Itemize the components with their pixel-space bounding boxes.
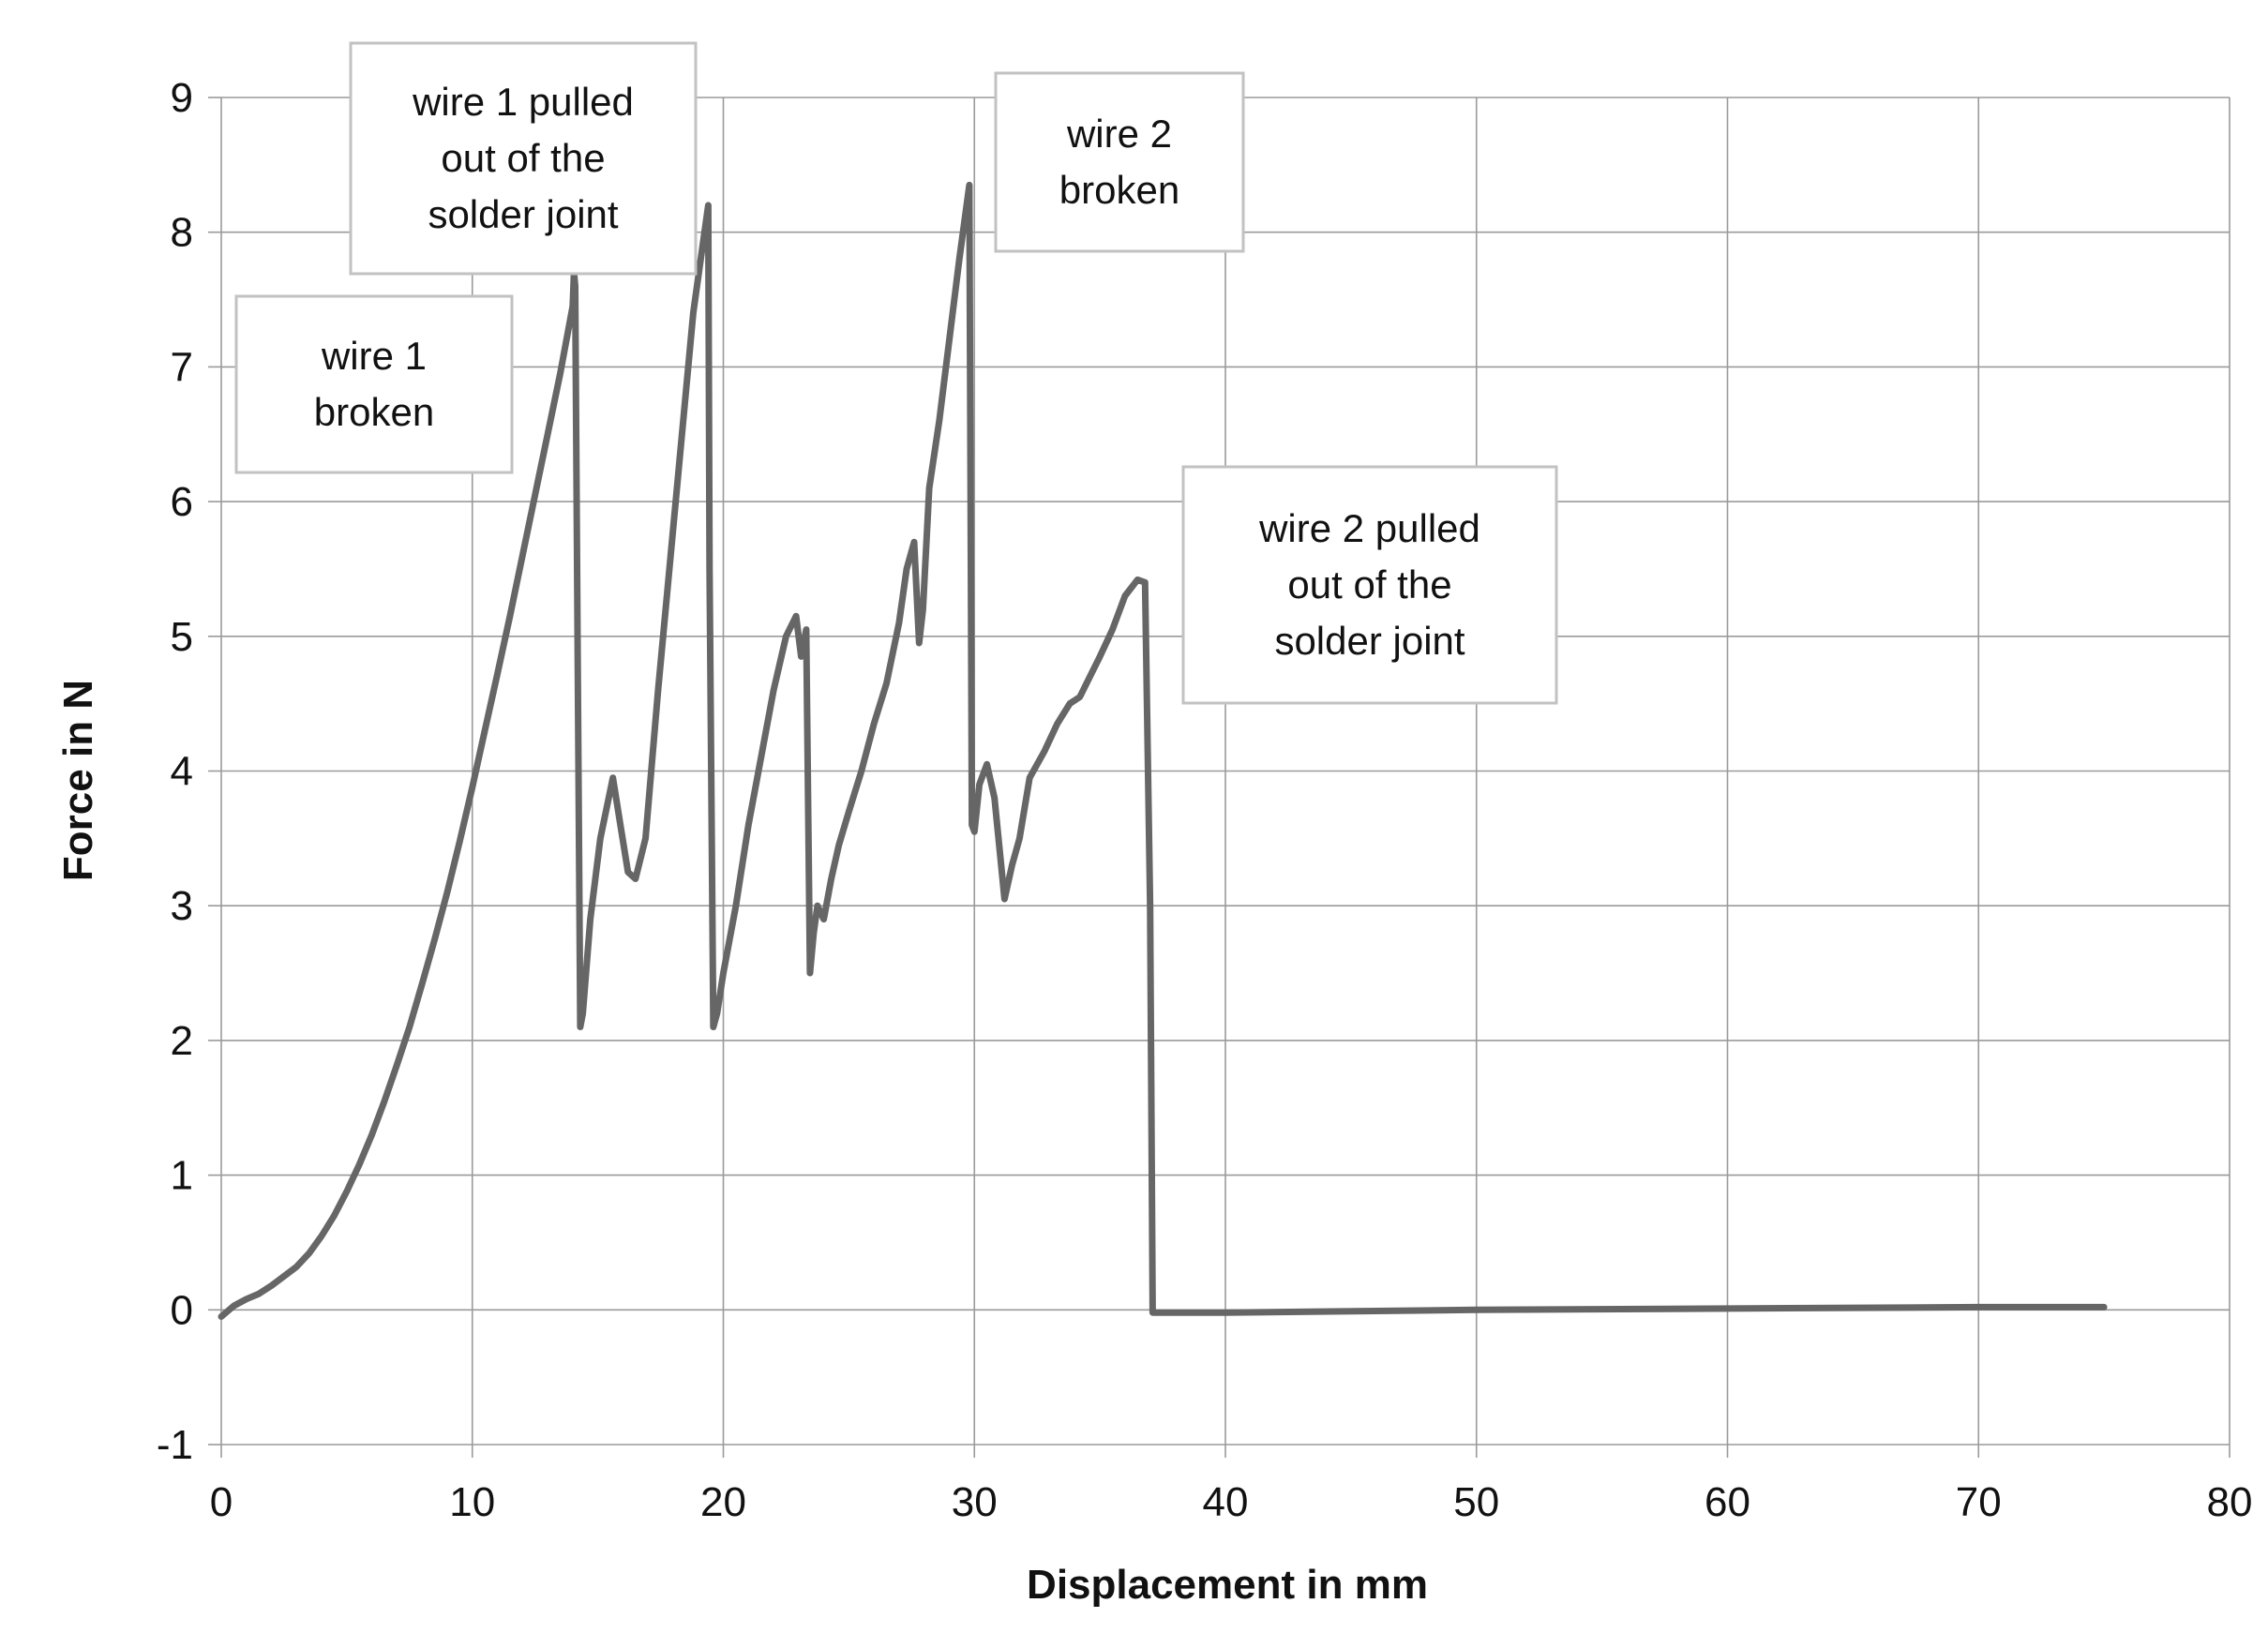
annotation-box bbox=[349, 41, 698, 276]
y-tick-label: 3 bbox=[171, 883, 193, 929]
data-series bbox=[218, 181, 2108, 1320]
y-tick-label: 8 bbox=[171, 210, 193, 256]
annotation-text: out of the bbox=[1287, 562, 1451, 607]
annotation-text: solder joint bbox=[428, 192, 618, 236]
y-axis-title: Force in N bbox=[55, 680, 101, 881]
annotation-callout: wire 2 pulled out of the solder joint bbox=[1181, 465, 1558, 705]
y-tick-label: 4 bbox=[171, 749, 193, 795]
tick-labels: -1 0 1 2 3 4 5 6 7 8 9 0 10 20 30 40 50 60 70 80 bbox=[157, 75, 2253, 1525]
annotation-text: solder joint bbox=[1274, 619, 1464, 663]
y-tick-label: 1 bbox=[171, 1153, 193, 1199]
annotation-text: wire 2 bbox=[1066, 112, 1172, 156]
y-tick-label: 9 bbox=[171, 75, 193, 121]
y-tick-label: 6 bbox=[171, 479, 193, 525]
annotation-callout: wire 2 broken bbox=[994, 71, 1245, 253]
x-tick-label: 60 bbox=[1705, 1479, 1750, 1525]
y-tick-label: 0 bbox=[171, 1287, 193, 1333]
annotation-box bbox=[234, 294, 514, 474]
annotation-text: wire 1 bbox=[321, 334, 427, 378]
y-tick-label: 7 bbox=[171, 344, 193, 390]
annotation-callout: wire 1 pulled out of the solder joint bbox=[349, 41, 698, 276]
x-tick-label: 80 bbox=[2207, 1479, 2253, 1525]
y-tick-label: 2 bbox=[171, 1018, 193, 1064]
annotation-text: broken bbox=[1059, 168, 1179, 212]
x-tick-label: 50 bbox=[1453, 1479, 1499, 1525]
annotation-text: wire 2 pulled bbox=[1258, 506, 1480, 550]
annotation-box bbox=[1181, 465, 1558, 705]
annotation-text: broken bbox=[314, 390, 434, 434]
x-tick-label: 10 bbox=[449, 1479, 495, 1525]
x-tick-label: 40 bbox=[1203, 1479, 1249, 1525]
annotations: wire 1 broken wire 1 pulled out of the solde… bbox=[234, 41, 1558, 705]
x-tick-label: 0 bbox=[210, 1479, 233, 1525]
annotation-box bbox=[994, 71, 1245, 253]
annotation-callout: wire 1 broken bbox=[234, 294, 514, 474]
y-tick-label: -1 bbox=[157, 1422, 193, 1468]
x-tick-label: 70 bbox=[1956, 1479, 2002, 1525]
series-line bbox=[218, 181, 2108, 1320]
x-tick-label: 20 bbox=[700, 1479, 746, 1525]
x-tick-label: 30 bbox=[952, 1479, 998, 1525]
y-tick-label: 5 bbox=[171, 614, 193, 660]
annotation-text: wire 1 pulled bbox=[412, 80, 634, 124]
x-axis-title: Displacement in mm bbox=[1027, 1562, 1428, 1608]
annotation-text: out of the bbox=[441, 136, 605, 180]
